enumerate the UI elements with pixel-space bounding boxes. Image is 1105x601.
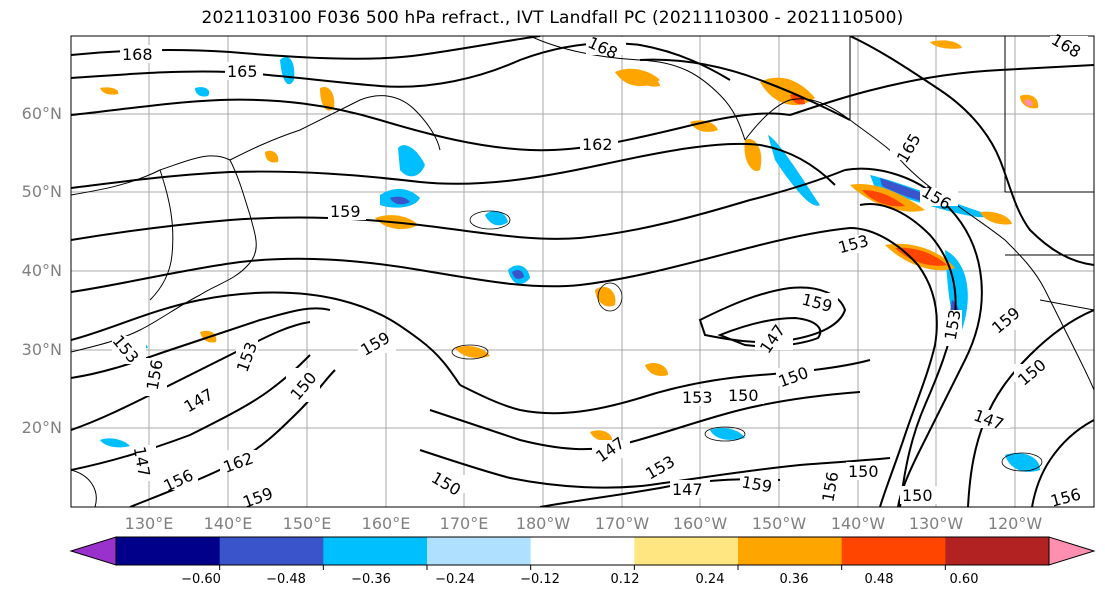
colorbar-cell	[116, 537, 221, 565]
colorbar-tick-label: −0.12	[520, 572, 560, 587]
shade-patch	[485, 210, 508, 226]
colorbar-tick-label: −0.24	[435, 572, 475, 587]
colorbar-under-triangle	[69, 536, 117, 566]
colorbar-tick-label: 0.60	[949, 572, 979, 587]
colorbar-cell	[634, 537, 739, 565]
contour-label: 159	[330, 202, 361, 221]
shade-patch	[710, 427, 745, 440]
lon-label: 160°E	[361, 514, 411, 533]
shade-patch	[862, 190, 905, 207]
colorbar-tick-label: 0.12	[610, 572, 640, 587]
coastlines	[71, 36, 1094, 507]
contour-label: 168	[122, 45, 153, 64]
shade-patch	[512, 269, 524, 280]
contour-label: 162	[582, 135, 613, 154]
shade-patch	[744, 139, 762, 171]
colorbar-cell	[219, 537, 324, 565]
colorbar-cell	[530, 537, 635, 565]
colorbar-cell	[945, 537, 1050, 565]
lon-label: 150°E	[282, 514, 332, 533]
lon-label: 140°E	[203, 514, 253, 533]
shade-patch	[590, 430, 612, 441]
lon-label: 180°W	[515, 514, 571, 533]
colorbar-over-triangle	[1048, 536, 1096, 566]
colorbar-tick-label: −0.60	[181, 572, 221, 587]
map-title: 2021103100 F036 500 hPa refract., IVT La…	[201, 8, 904, 28]
shade-patch	[645, 363, 668, 376]
lat-label: 50°N	[21, 182, 62, 201]
colorbar-cell	[427, 537, 532, 565]
lon-label: 130°E	[124, 514, 174, 533]
contour-label: 147	[672, 480, 703, 499]
lon-label: 130°W	[908, 514, 964, 533]
shade-patch	[595, 286, 616, 307]
contour-label: 150	[902, 486, 933, 505]
zero-contours	[451, 210, 1043, 472]
contour-label: 153	[682, 388, 713, 407]
lat-label: 30°N	[21, 340, 62, 359]
colorbar-cell	[738, 537, 843, 565]
lon-label: 120°W	[987, 514, 1043, 533]
shade-patch	[100, 438, 130, 448]
shade-patch	[980, 211, 1012, 225]
shade-patch	[1005, 453, 1040, 472]
shade-patch	[768, 135, 820, 206]
shade-patch	[455, 345, 490, 358]
lat-label: 40°N	[21, 261, 62, 280]
colorbar	[69, 536, 1096, 570]
contour-labels: 168 165 162 168 159 159 159 153 153 150 …	[109, 30, 1090, 512]
lat-label: 20°N	[21, 418, 62, 437]
lon-label: 170°E	[439, 514, 489, 533]
shade-patch	[100, 87, 119, 95]
shade-patch	[398, 145, 425, 177]
lon-label: 140°W	[830, 514, 886, 533]
colorbar-tick-label: −0.48	[266, 572, 306, 587]
contour-label: 150	[848, 462, 879, 481]
graticule	[71, 36, 1094, 507]
colorbar-cell	[323, 537, 428, 565]
colorbar-cell	[841, 537, 946, 565]
contour-label: 150	[728, 386, 759, 405]
shade-patch	[195, 87, 210, 97]
colorbar-tick-label: 0.48	[864, 572, 894, 587]
shade-patch	[390, 196, 410, 205]
colorbar-tick-label: 0.24	[695, 572, 725, 587]
colorbar-tick-label: 0.36	[779, 572, 809, 587]
shade-patch	[265, 150, 279, 163]
lon-label: 150°W	[751, 514, 807, 533]
shade-patch	[930, 40, 962, 49]
colorbar-tick-label: −0.36	[351, 572, 391, 587]
lat-label: 60°N	[21, 104, 62, 123]
lon-label: 160°W	[672, 514, 728, 533]
shade-patch	[320, 86, 335, 111]
shade-patch	[895, 247, 947, 266]
lon-label: 170°W	[594, 514, 650, 533]
contour-label: 165	[227, 62, 258, 81]
shade-patch	[640, 77, 660, 87]
shade-patch	[1024, 99, 1033, 107]
